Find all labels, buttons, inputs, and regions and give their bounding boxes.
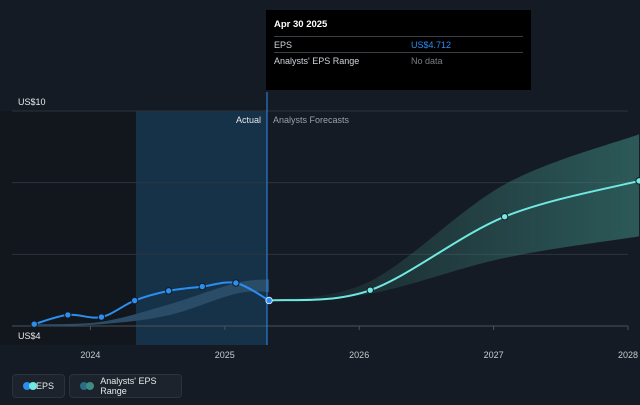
legend-range-label: Analysts' EPS Range <box>100 376 157 396</box>
past-range-band <box>34 279 270 326</box>
x-axis-ticks: 2024 2025 2026 2027 2028 <box>80 326 638 360</box>
last-year-highlight <box>136 111 267 345</box>
tooltip-row-eps: EPS US$4.712 <box>274 36 523 52</box>
y-label-top: US$10 <box>18 97 46 107</box>
eps-legend-icon <box>23 382 37 390</box>
legend-eps-label: EPS <box>35 381 54 391</box>
eps-point <box>64 311 72 319</box>
forecast-point <box>366 286 374 294</box>
legend-range[interactable]: Analysts' EPS Range <box>69 374 182 398</box>
forecast-line <box>268 179 640 302</box>
x-tick-label: 2027 <box>484 350 504 360</box>
eps-point <box>97 313 106 321</box>
tooltip-range-label: Analysts' EPS Range <box>274 55 360 66</box>
x-tick-label: 2026 <box>349 350 369 360</box>
x-tick-label: 2024 <box>80 350 100 360</box>
tooltip: Apr 30 2025 EPS US$4.712 Analysts' EPS R… <box>266 10 531 90</box>
tooltip-date: Apr 30 2025 <box>274 19 328 30</box>
forecast-range-band <box>269 134 640 301</box>
range-bands <box>34 134 640 326</box>
tooltip-range-value: No data <box>411 55 443 66</box>
x-tick-label: 2025 <box>215 350 235 360</box>
range-legend-icon <box>80 382 94 390</box>
eps-point <box>30 320 38 328</box>
eps-point <box>130 296 139 305</box>
eps-point <box>265 296 273 305</box>
forecast-label: Analysts Forecasts <box>273 115 350 125</box>
tooltip-eps-value: US$4.712 <box>411 39 452 50</box>
data-points <box>30 177 640 328</box>
eps-point <box>198 282 206 291</box>
past-shade <box>0 111 136 345</box>
forecast-point <box>635 177 640 185</box>
y-label-bottom: US$4 <box>18 331 41 341</box>
legend-eps[interactable]: EPS <box>12 374 65 398</box>
forecast-point <box>500 213 509 221</box>
actual-label: Actual <box>236 115 261 125</box>
tooltip-eps-label: EPS <box>274 39 293 50</box>
eps-point <box>232 279 240 287</box>
x-tick-label: 2028 <box>618 350 638 360</box>
eps-point <box>164 287 173 295</box>
tooltip-row-range: Analysts' EPS Range No data <box>274 52 523 68</box>
